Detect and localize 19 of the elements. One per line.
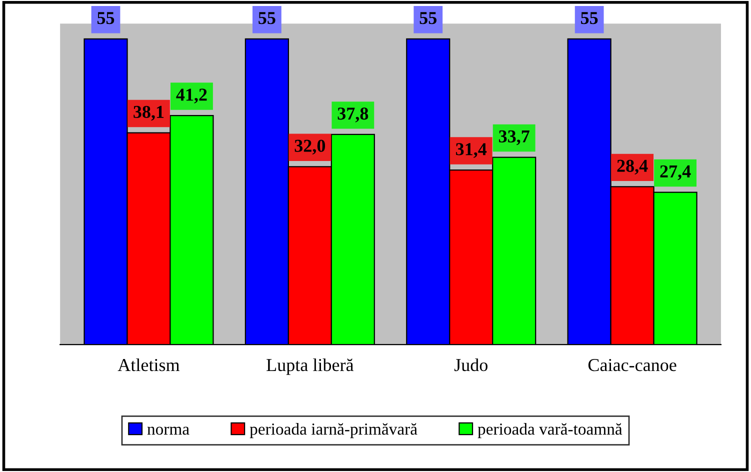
x-tick-label: Caiac-canoe: [588, 359, 676, 372]
legend-label: norma: [147, 426, 190, 435]
x-tick-label: Lupta liberă: [266, 358, 354, 375]
data-label: 55: [420, 12, 436, 24]
data-label: 31,4: [456, 143, 487, 158]
data-label: 55: [581, 12, 598, 24]
legend-label: perioada vară-toamnă: [478, 423, 622, 438]
x-tick-label: Judo: [454, 358, 488, 372]
data-label: 41,2: [176, 88, 207, 104]
data-label: 38,1: [134, 106, 164, 121]
data-label: 55: [258, 12, 276, 24]
data-label: 33,7: [498, 130, 530, 146]
data-label: 55: [97, 12, 114, 24]
data-label: 32,0: [294, 140, 326, 155]
data-label: 28,4: [617, 160, 648, 175]
data-label: 27,4: [660, 165, 691, 180]
legend-label: perioada iarnă-primăvară: [250, 423, 418, 438]
data-label: 37,8: [338, 108, 368, 122]
x-tick-label: Atletism: [118, 358, 180, 372]
